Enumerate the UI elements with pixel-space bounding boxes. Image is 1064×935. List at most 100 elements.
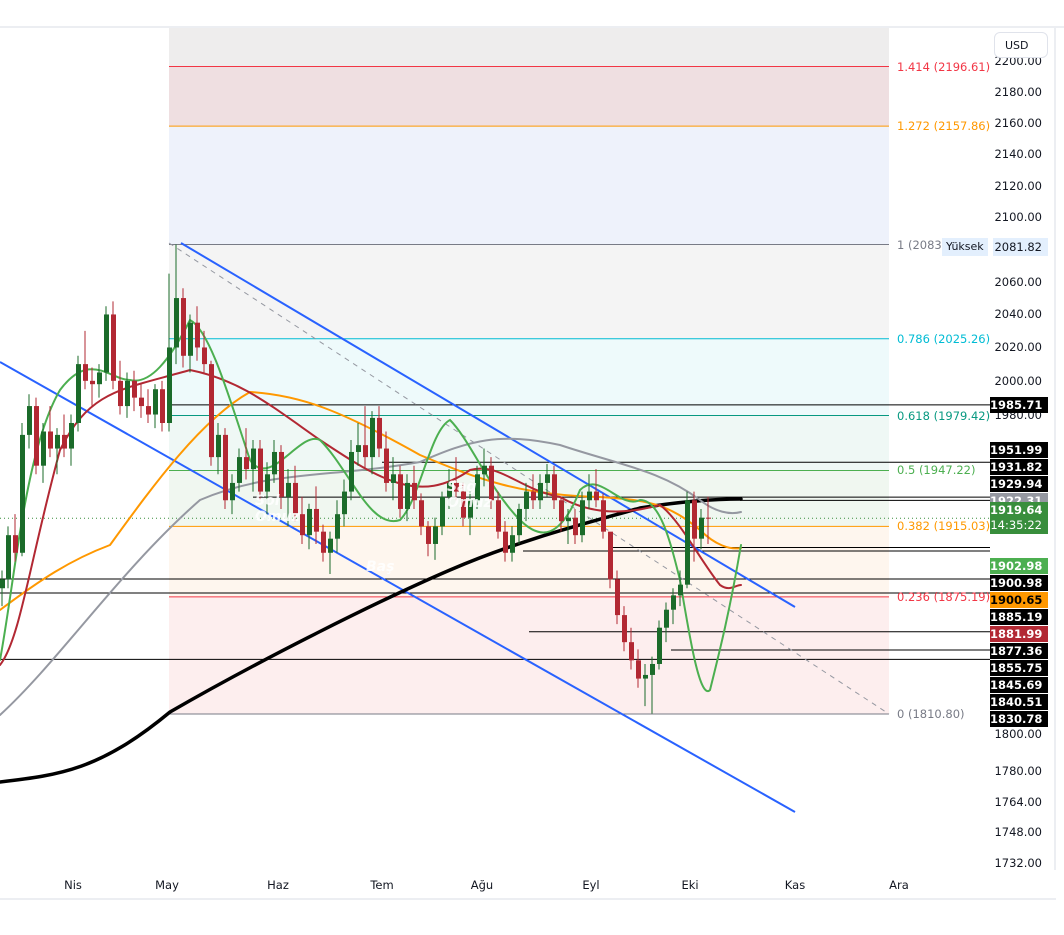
fib-level-label: 0 (1810.80) xyxy=(897,706,965,721)
candle-body xyxy=(496,500,501,532)
last-price-value: 1919.64 xyxy=(990,503,1043,517)
candle-body xyxy=(160,389,165,423)
candle-body xyxy=(517,508,522,536)
candle-body xyxy=(41,431,46,466)
candle-body xyxy=(188,322,193,356)
candle-body xyxy=(664,609,669,628)
month-tick: Eki xyxy=(681,878,699,892)
candle-body xyxy=(615,579,620,616)
candle-body xyxy=(503,531,508,553)
month-tick: Haz xyxy=(267,878,289,892)
chart-pane[interactable]: 1.414 (2196.61) 1.272 (2157.86) 1 (2083.0 0… xyxy=(0,28,990,870)
trend-channel-lower xyxy=(0,361,796,813)
candle-body xyxy=(426,526,431,544)
trend-channel-mid xyxy=(168,242,890,715)
candle-body xyxy=(405,482,410,509)
price-label: 1845.69 xyxy=(990,677,1048,693)
fib-level-label: 1.272 (2157.86) xyxy=(897,119,990,134)
candle-body xyxy=(454,482,459,492)
candle-body xyxy=(314,508,319,532)
candle-body xyxy=(118,380,123,407)
candle-body xyxy=(706,517,711,519)
candle-body xyxy=(335,514,340,539)
fib-zone xyxy=(169,126,889,245)
candle-body xyxy=(342,491,347,515)
candle-body xyxy=(545,474,550,483)
candle-body xyxy=(629,642,634,661)
price-label: 1931.82 xyxy=(990,459,1048,475)
candle-body xyxy=(237,457,242,483)
candle-body xyxy=(594,491,599,501)
candle-body xyxy=(370,417,375,458)
moving-average-line xyxy=(0,437,742,716)
candle-body xyxy=(552,474,557,501)
candle-body xyxy=(524,491,529,509)
candle-body xyxy=(265,474,270,492)
candle-body xyxy=(76,364,81,423)
candle-body xyxy=(349,451,354,492)
candle-body xyxy=(55,434,60,449)
month-tick: Ara xyxy=(889,878,909,892)
top-toolbar xyxy=(0,0,1064,28)
time-axis[interactable]: Nis May Haz Tem Ağu Eyl Eki Kas Ara xyxy=(0,870,1056,900)
price-tick: 1800.00 xyxy=(994,727,1042,741)
candle-body xyxy=(538,482,543,501)
candle-body xyxy=(111,314,116,381)
candle-body xyxy=(510,535,515,553)
candle-body xyxy=(209,364,214,458)
candle-body xyxy=(678,584,683,596)
candle-body xyxy=(440,496,445,527)
candle-body xyxy=(461,491,466,518)
candle-body xyxy=(195,322,200,348)
price-label: 1900.98 xyxy=(990,575,1048,591)
candle-body xyxy=(251,448,256,470)
candle-body xyxy=(391,474,396,483)
fib-level-label: 0.618 (1979.42) xyxy=(897,408,990,423)
fib-zone xyxy=(169,66,889,127)
candle-body xyxy=(468,500,473,518)
candle-body xyxy=(300,514,305,536)
candle-body xyxy=(125,380,130,407)
candle-body xyxy=(566,517,571,522)
fib-zone xyxy=(169,28,889,67)
fib-level-label: 1 (2083.0 xyxy=(897,237,953,252)
price-label: 1902.98 xyxy=(990,558,1048,574)
month-tick: Ağu xyxy=(470,878,494,892)
candle-body xyxy=(216,434,221,458)
candle-body xyxy=(377,417,382,449)
price-chart[interactable] xyxy=(0,28,990,870)
candle-body xyxy=(433,526,438,544)
price-label: 1881.99 xyxy=(990,626,1048,642)
month-tick: Kas xyxy=(784,878,806,892)
candle-body xyxy=(13,535,18,553)
candle-body xyxy=(356,445,361,452)
pattern-label: Sağ Omuz xyxy=(447,479,492,511)
price-label: 1900.65 xyxy=(990,592,1048,608)
month-tick: May xyxy=(155,878,179,892)
candle-body xyxy=(412,482,417,501)
candle-body xyxy=(90,380,95,385)
candle-body xyxy=(286,482,291,497)
price-tick: 2160.00 xyxy=(994,115,1042,130)
candle-body xyxy=(167,347,172,423)
candle-body xyxy=(580,500,585,536)
price-tick: 1732.00 xyxy=(994,856,1042,871)
currency-button[interactable]: USD xyxy=(994,32,1048,58)
fib-level-label: 1.414 (2196.61) xyxy=(897,59,990,74)
candle-body xyxy=(531,491,536,501)
month-tick: Eyl xyxy=(582,878,600,892)
price-tick: 2060.00 xyxy=(994,274,1042,289)
candle-body xyxy=(293,482,298,515)
candle-body xyxy=(489,465,494,501)
candle-body xyxy=(384,448,389,483)
candle-body xyxy=(447,482,452,497)
candle-body xyxy=(6,535,11,580)
candle-body xyxy=(174,298,179,348)
candle-body xyxy=(699,517,704,539)
price-axis[interactable]: 2200.00 2180.00 2160.00 2140.00 2120.00 2100.… xyxy=(990,28,1056,870)
candle-body xyxy=(636,660,641,679)
price-tick: 2120.00 xyxy=(994,178,1042,193)
fib-zone xyxy=(169,338,889,416)
fib-zone xyxy=(169,596,889,714)
bar-countdown: 14:35:22 xyxy=(990,518,1042,532)
